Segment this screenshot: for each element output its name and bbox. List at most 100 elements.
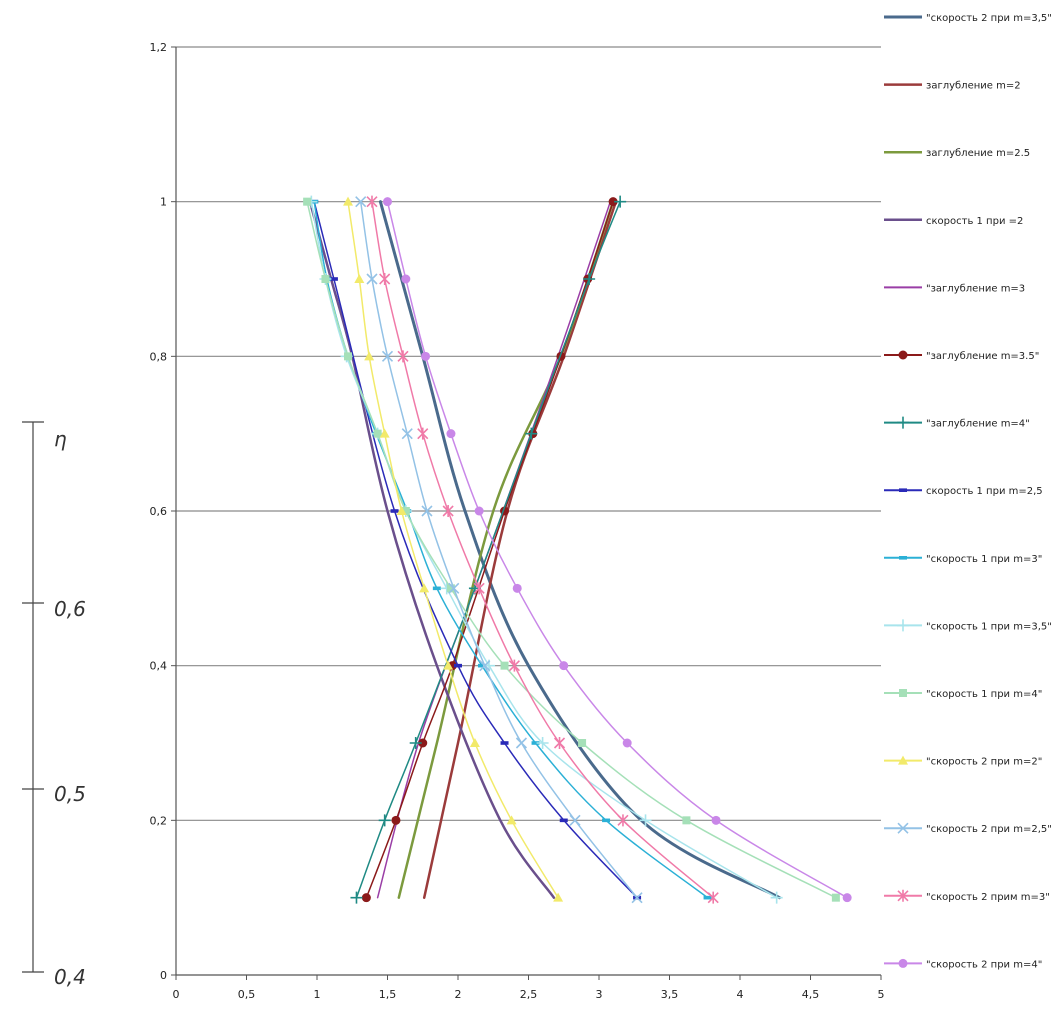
legend-label: "скорость 2 при m=2" [926,757,1042,768]
data-point [350,891,363,904]
data-point [321,275,330,283]
data-point [364,351,375,361]
data-point [553,737,566,749]
legend-item: скорость 1 при =2 [884,216,1023,227]
legend-marker [898,958,908,968]
data-point [469,738,480,747]
data-point [608,197,618,207]
data-point [477,663,486,668]
data-point [531,741,540,745]
series-2 [422,200,618,899]
data-point [515,737,528,749]
series-line [308,200,556,899]
legend-item: "скорость 2 при m=4" [884,958,1042,970]
data-point [443,660,454,670]
series-line [306,200,837,899]
data-point [391,815,401,825]
series-13 [355,196,643,904]
legend-label: "скорость 1 при m=3" [926,554,1042,565]
data-point [366,273,378,285]
legend-label: "скорость 1 при m=3,5" [926,621,1052,632]
legend-label: "скорость 2 при m=4" [926,959,1042,970]
series-8 [310,199,642,900]
series-line [359,200,638,899]
eta-scale: η 0,6 0,5 0,4 [22,421,86,989]
legend-item: заглубление m=2.5 [884,148,1030,159]
x-tick-label: 1 [314,988,321,1001]
data-point [569,814,581,826]
data-point [432,586,441,591]
data-point [622,738,632,748]
legend-label: "заглубление m=4" [926,419,1030,430]
series-11 [303,197,840,902]
legend-item: "скорость 1 при m=4" [884,689,1042,700]
y-tick-label: 1,2 [150,41,168,54]
x-tick-label: 5 [878,988,885,1001]
data-point [442,505,454,517]
data-point [378,814,391,827]
grid [176,46,881,821]
y-tick-label: 0,8 [150,350,168,363]
x-tick-label: 3,5 [661,988,679,1001]
data-point [381,350,394,362]
data-point [631,892,643,904]
y-tick-label: 0 [160,969,167,982]
legend-label: скорость 1 при =2 [926,216,1023,227]
legend-marker [899,556,907,560]
x-tick-label: 1,5 [379,988,397,1001]
series-line [371,200,714,899]
data-point [842,893,852,903]
legend-marker [897,889,909,902]
data-point [417,427,429,440]
legend-item: скорость 1 при m=2,5 [884,486,1043,497]
data-point [512,583,522,593]
data-point [379,428,390,438]
eta-label-0-5: 0,5 [54,782,86,806]
data-point [639,814,652,827]
legend-label: "заглубление m=3.5" [926,351,1039,362]
x-tick-label: 0 [173,988,180,1001]
data-point [479,660,491,672]
data-point [446,429,456,439]
x-tick-label: 2,5 [520,988,538,1001]
data-point [396,506,407,515]
data-point [614,195,627,208]
legend-item: "заглубление m=3.5" [884,350,1039,362]
data-point [473,582,485,595]
legend: "скорость 2 при m=3,5" заглубление m=2 заг… [884,13,1052,970]
data-point [711,815,721,825]
series-9 [310,199,712,900]
legend-marker [897,416,909,429]
data-point [707,891,719,904]
legend-label: "скорость 2 прим m=3" [926,892,1050,903]
legend-marker [898,350,908,360]
legend-item: "скорость 2 при m=2" [884,755,1042,768]
legend-item: "скорость 1 при m=3,5" [884,619,1052,632]
series-line [347,200,559,899]
legend-item: "скорость 2 при m=3,5" [884,13,1052,24]
eta-label-0-4: 0,4 [54,965,86,989]
data-point [418,738,428,748]
legend-item: "заглубление m=4" [884,416,1030,430]
data-point [448,582,460,594]
legend-item: "заглубление m=3 [884,283,1025,294]
data-point [617,814,629,827]
data-point [474,506,484,516]
data-point [303,197,312,206]
axes: 0 0,2 0,4 0,6 0,8 1 1,2 0 0,5 1 1,5 2 2,5 3 3,5 4 4,5 5 [150,41,885,1001]
data-point [500,741,509,745]
data-point [454,663,462,668]
legend-item: "скорость 2 при m=2,5" [884,822,1052,835]
x-tick-label: 0,5 [238,988,256,1001]
data-point [366,195,378,208]
data-point [578,739,587,747]
y-tick-label: 0,6 [150,505,168,518]
data-point [329,277,338,281]
y-tick-label: 0,2 [150,814,168,827]
x-tick-label: 4 [737,988,744,1001]
series-line [422,200,618,899]
series-lines [303,195,852,904]
data-point [390,509,399,513]
y-tick-label: 0,4 [150,660,168,673]
